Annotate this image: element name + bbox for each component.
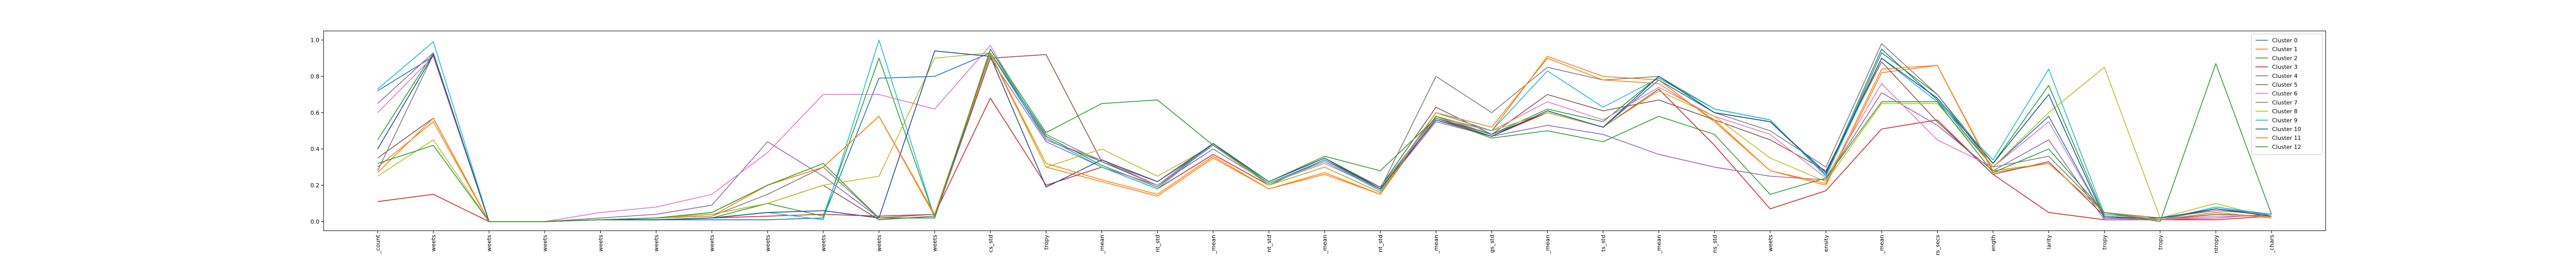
x-tick-label: weets bbox=[765, 235, 771, 252]
legend-label: Cluster 11 bbox=[2272, 135, 2301, 141]
series-line bbox=[377, 54, 2272, 222]
legend-label: Cluster 4 bbox=[2272, 73, 2298, 79]
x-tick-label: _mean bbox=[1433, 235, 1439, 254]
x-tick-label: ength bbox=[1990, 235, 1996, 251]
x-tick-label: weets bbox=[541, 235, 548, 252]
x-tick-label: weets bbox=[430, 235, 437, 252]
legend-label: Cluster 3 bbox=[2272, 64, 2298, 71]
legend-label: Cluster 1 bbox=[2272, 46, 2298, 53]
x-tick-label: _count bbox=[375, 234, 381, 254]
legend-label: Cluster 9 bbox=[2272, 117, 2298, 124]
x-tick-label: _mean bbox=[1099, 235, 1106, 254]
legend-box bbox=[2251, 34, 2323, 155]
x-tick-label: rs_secs bbox=[1934, 235, 1941, 255]
series-line bbox=[377, 52, 2272, 222]
legend-label: Cluster 7 bbox=[2272, 99, 2298, 106]
y-tick-label: 0.6 bbox=[311, 109, 320, 116]
legend-label: Cluster 10 bbox=[2272, 126, 2301, 133]
x-tick-label: weets bbox=[486, 235, 493, 252]
x-tick-label: ntropy bbox=[2213, 235, 2219, 253]
series-line bbox=[377, 88, 2272, 222]
legend-label: Cluster 6 bbox=[2272, 90, 2298, 97]
x-tick-label: nt_std bbox=[1155, 235, 1161, 252]
x-tick-label: weets bbox=[597, 235, 604, 252]
x-tick-label: ensity bbox=[1823, 235, 1829, 252]
series-lines bbox=[377, 39, 2272, 222]
series-line bbox=[377, 39, 2272, 222]
x-tick-label: weets bbox=[820, 235, 827, 252]
legend: Cluster 0 Cluster 1 Cluster 2 Cluster 3 Clus… bbox=[2251, 34, 2323, 155]
x-tick-label: _mean bbox=[1656, 235, 1663, 254]
series-line bbox=[377, 52, 2272, 222]
series-line bbox=[377, 45, 2272, 222]
series-line bbox=[377, 50, 2272, 222]
x-tick-label: gs_std bbox=[1488, 235, 1495, 253]
plot-frame bbox=[323, 30, 2326, 231]
legend-label: Cluster 2 bbox=[2272, 55, 2298, 61]
x-tick-label: ts_std bbox=[1600, 235, 1607, 252]
x-tick-label: _mean bbox=[1878, 235, 1885, 254]
x-tick-label: tropy bbox=[1043, 235, 1049, 250]
y-tick-label: 0.8 bbox=[311, 73, 320, 80]
y-tick-label: 1.0 bbox=[311, 37, 320, 44]
x-tick-label: _mean bbox=[1544, 235, 1551, 254]
x-tick-label: tropy bbox=[2157, 235, 2164, 250]
x-tick-label: weets bbox=[876, 235, 883, 252]
series-line bbox=[377, 49, 2272, 222]
x-tick-label: ns_std bbox=[1711, 235, 1718, 253]
series-line bbox=[377, 52, 2272, 222]
legend-label: Cluster 0 bbox=[2272, 37, 2298, 44]
x-tick-label: weets bbox=[1767, 235, 1774, 252]
x-tick-label: weets bbox=[653, 235, 660, 252]
y-tick-label: 0.4 bbox=[311, 146, 320, 153]
x-tick-label: weets bbox=[931, 235, 938, 252]
x-tick-label: weets bbox=[709, 235, 716, 252]
x-tick-label: _mean bbox=[1321, 235, 1328, 254]
legend-label: Cluster 12 bbox=[2272, 143, 2301, 150]
x-tick-label: _chars bbox=[2268, 235, 2275, 254]
legend-label: Cluster 5 bbox=[2272, 82, 2298, 88]
axes: 0.0 0.2 0.4 0.6 0.8 1.0 _count weets weets weets w… bbox=[311, 30, 2326, 255]
x-tick-label: tropy bbox=[2102, 235, 2108, 250]
y-tick-label: 0.2 bbox=[311, 182, 320, 189]
y-tick-label: 0.0 bbox=[311, 218, 320, 225]
x-tick-label: _mean bbox=[1210, 235, 1217, 254]
series-line bbox=[377, 54, 2272, 222]
legend-label: Cluster 8 bbox=[2272, 108, 2298, 115]
x-tick-label: larity bbox=[2046, 235, 2053, 250]
series-line bbox=[377, 54, 2272, 222]
series-line bbox=[377, 49, 2272, 222]
x-tick-label: cs_std bbox=[987, 235, 994, 252]
x-tick-label: nt_std bbox=[1266, 235, 1273, 252]
series-line bbox=[377, 43, 2272, 222]
x-tick-label: nt_std bbox=[1377, 235, 1384, 252]
